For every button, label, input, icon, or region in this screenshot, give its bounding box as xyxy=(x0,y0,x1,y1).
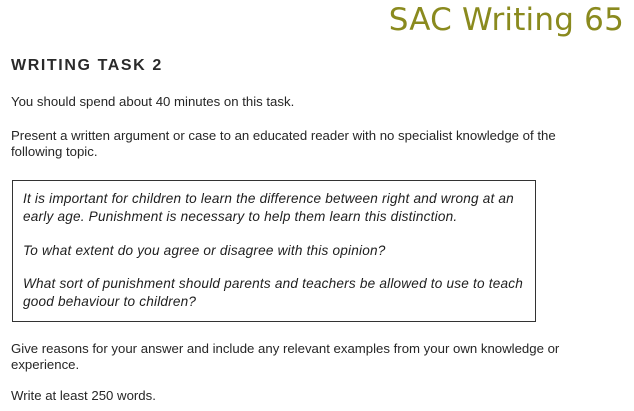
topic-statement: It is important for children to learn th… xyxy=(23,191,514,224)
topic-question-1: To what extent do you agree or disagree … xyxy=(23,243,386,258)
word-count-instruction: Write at least 250 words. xyxy=(11,388,156,403)
topic-question-2: What sort of punishment should parents a… xyxy=(23,276,523,309)
time-instruction: You should spend about 40 minutes on thi… xyxy=(11,94,295,109)
topic-box: It is important for children to learn th… xyxy=(12,180,536,322)
task-instruction: Present a written argument or case to an… xyxy=(11,128,556,159)
reasons-instruction: Give reasons for your answer and include… xyxy=(11,341,560,372)
page-label: SAC Writing 65 xyxy=(388,2,624,38)
task-heading: WRITING TASK 2 xyxy=(11,57,163,74)
